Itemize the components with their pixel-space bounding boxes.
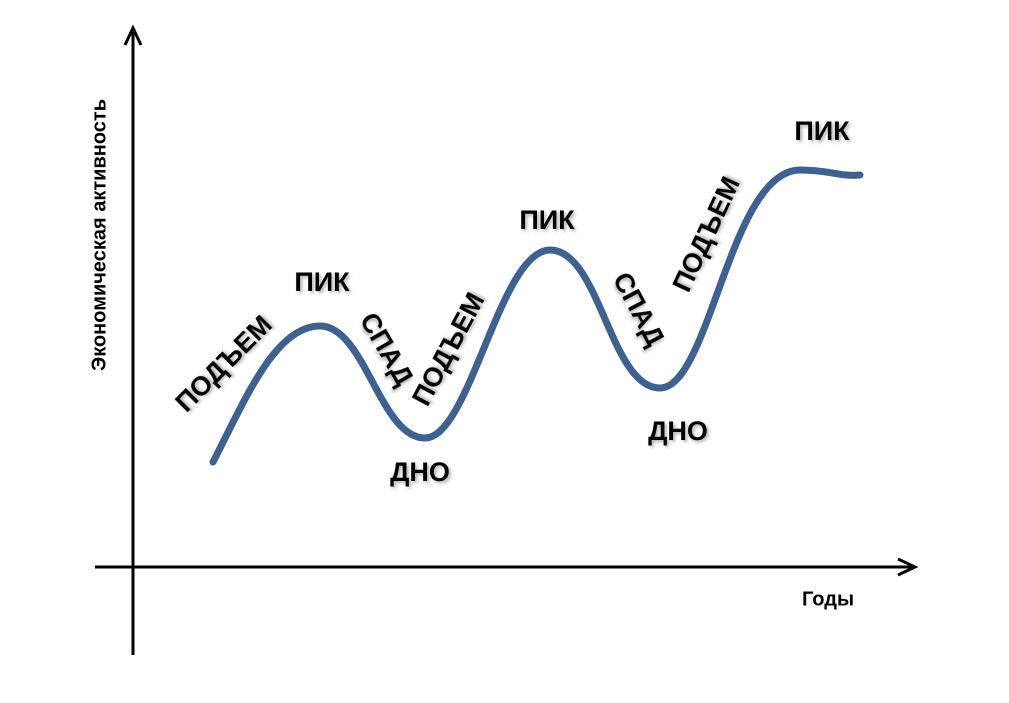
phase-label: ДНО	[390, 457, 450, 487]
phase-label: ПОДЪЕМ	[169, 309, 277, 417]
y-axis-label: Экономическая активность	[88, 99, 110, 371]
phase-label: ПИК	[519, 205, 575, 235]
phase-label: ПИК	[794, 116, 850, 146]
cycle-curve	[209, 166, 864, 466]
y-axis-arrow	[123, 24, 143, 46]
phase-label: ПИК	[294, 267, 350, 297]
x-axis-label: Годы	[802, 588, 854, 610]
x-axis-arrow	[897, 557, 919, 577]
phase-label: ПОДЪЕМ	[667, 172, 746, 296]
phase-label: ПОДЪЕМ	[406, 288, 490, 411]
phase-label: ДНО	[648, 416, 708, 446]
axes	[95, 24, 919, 655]
phase-label: СПАД	[354, 308, 419, 391]
